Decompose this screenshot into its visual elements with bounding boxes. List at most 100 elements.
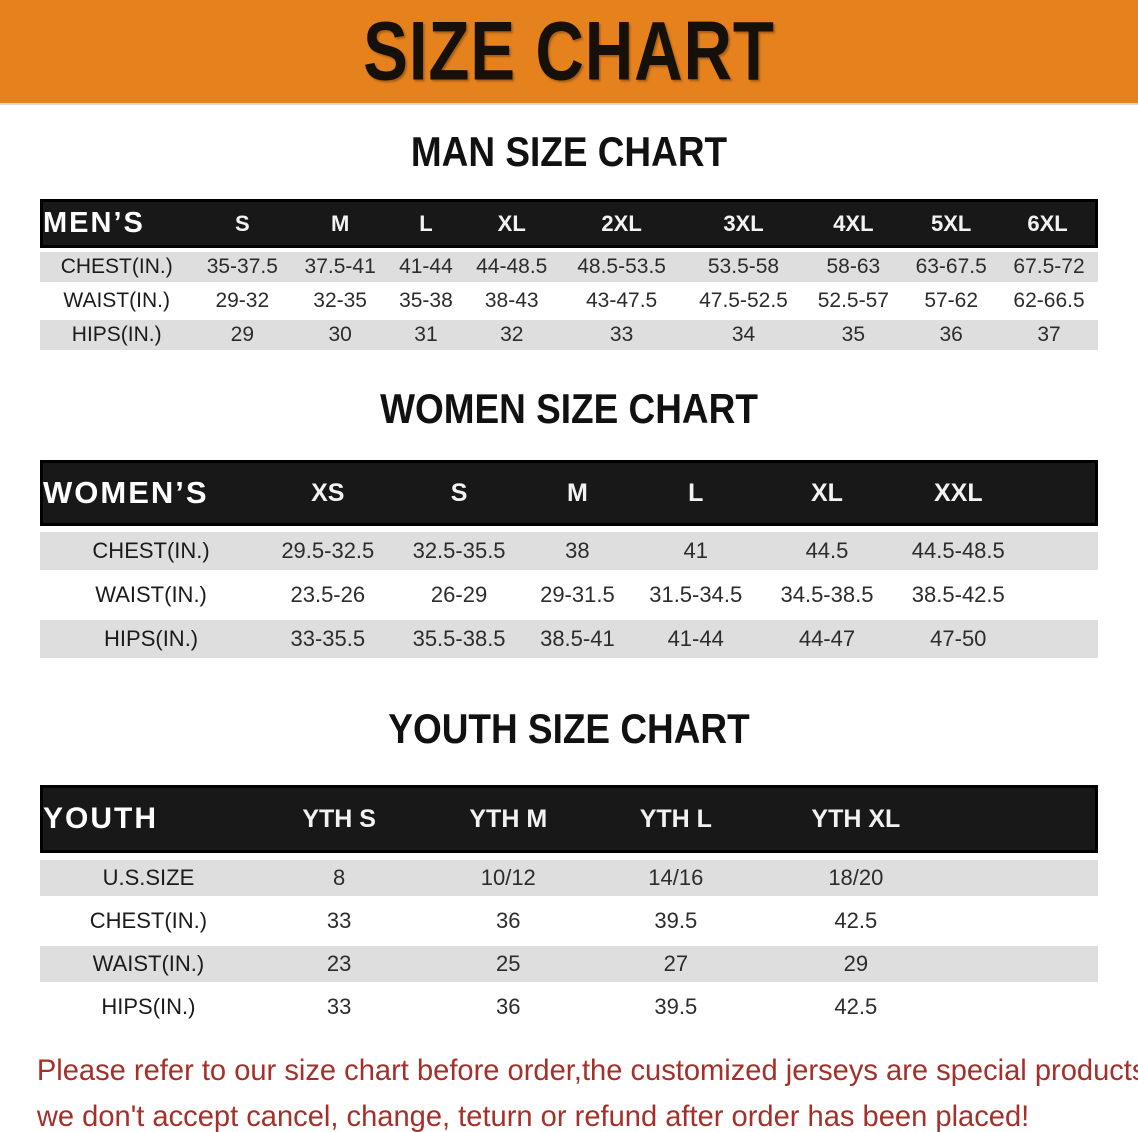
size-column-header: YTH M [421,785,596,853]
size-value-cell: 36 [496,994,521,1019]
size-column-header: S [393,460,525,526]
size-value-cell: 29.5-32.5 [281,538,375,563]
size-value-cell: 53.5-58 [707,255,780,278]
size-value-cell: 35-37.5 [206,255,278,278]
size-value-cell: 36 [496,908,521,933]
size-value-cell: 38.5-42.5 [911,582,1005,607]
size-value-cell: 31 [414,323,438,346]
size-value-cell: 23.5-26 [290,582,366,607]
size-value-cell: 18/20 [828,865,884,890]
row-spacer-cell [955,903,1098,939]
size-value-cell: 30 [328,323,352,346]
table-row: HIPS(IN.) 33-35.5 35.5-38.5 38.5-41 41-44 44-… [40,620,1098,658]
size-chart-banner: SIZE CHART [0,0,1138,105]
size-value-cell: 29 [843,951,869,976]
size-value-cell: 48.5-53.5 [577,255,666,278]
header-spacer-cell [1023,460,1098,526]
size-column-header: 4XL [804,199,903,248]
size-column-header: XL [761,460,893,526]
header-spacer-cell [955,785,1098,853]
table-header-row: YOUTH YTH S YTH M YTH L YTH XL [40,785,1098,853]
size-value-cell: 63-67.5 [915,255,987,278]
size-value-cell: 25 [496,951,521,976]
size-value-cell: 34.5-38.5 [780,582,874,607]
disclaimer-text: Please refer to our size chart before or… [0,1048,1138,1132]
size-value-cell: 32 [500,323,524,346]
measurement-row-label: CHEST(IN.) [89,908,208,933]
row-spacer-cell [955,989,1098,1025]
size-column-header: YTH S [256,785,422,853]
table-row: WAIST(IN.) 29-32 32-35 35-38 38-43 43-47.5 47.… [40,286,1098,316]
table-group-label: MEN’S [40,199,194,248]
size-value-cell: 37.5-41 [304,255,376,278]
size-value-cell: 33 [609,323,634,346]
size-value-cell: 35-38 [399,289,453,312]
row-spacer-cell [955,946,1098,982]
size-value-cell: 33 [326,908,352,933]
size-value-cell: 38-43 [484,289,539,312]
table-row: WAIST(IN.) 23.5-26 26-29 29-31.5 31.5-34.5 34… [40,576,1098,614]
size-value-cell: 58-63 [826,255,881,278]
size-value-cell: 8 [333,865,346,890]
womens-size-table: WOMEN’S XS S M L XL XXL CHEST(IN.) 29.5-32.5 32.5… [40,454,1098,664]
size-value-cell: 32.5-35.5 [412,538,506,563]
table-row: CHEST(IN.) 35-37.5 37.5-41 41-44 44-48.5 48.5… [40,252,1098,282]
size-value-cell: 31.5-34.5 [649,582,743,607]
size-value-cell: 29-31.5 [540,582,615,607]
size-column-header: M [524,460,631,526]
size-column-header: 6XL [1000,199,1098,248]
measurement-row-label: U.S.SIZE [102,865,195,890]
size-value-cell: 26-29 [430,582,488,607]
size-value-cell: 35.5-38.5 [412,626,506,651]
youth-size-table: YOUTH YTH S YTH M YTH L YTH XL U.S.SIZE 8 10/12… [40,778,1098,1032]
size-value-cell: 38 [565,538,590,563]
size-column-header: 5XL [902,199,1001,248]
measurement-row-label: WAIST(IN.) [92,951,205,976]
size-column-header: L [630,460,762,526]
measurement-row-label: CHEST(IN.) [60,255,173,278]
size-value-cell: 39.5 [654,908,698,933]
table-row: CHEST(IN.) 29.5-32.5 32.5-35.5 38 41 44.5 44.5… [40,532,1098,570]
size-column-header: YTH XL [756,785,956,853]
size-value-cell: 47-50 [930,626,987,651]
size-value-cell: 37 [1037,323,1061,346]
size-value-cell: 23 [326,951,352,976]
table-row: WAIST(IN.) 23 25 27 29 [40,946,1098,982]
mens-size-table: MEN’S S M L XL 2XL 3XL 4XL 5XL 6XL CHEST(IN.) 35-37… [40,195,1098,354]
size-value-cell: 35 [841,323,866,346]
size-value-cell: 44.5 [805,538,849,563]
size-value-cell: 34 [731,323,756,346]
row-spacer-cell [1024,576,1098,614]
measurement-row-label: HIPS(IN.) [104,626,199,651]
table-header-row: WOMEN’S XS S M L XL XXL [40,460,1098,526]
size-value-cell: 27 [663,951,689,976]
size-value-cell: 14/16 [648,865,704,890]
size-column-header: L [389,199,463,248]
size-value-cell: 39.5 [654,994,698,1019]
row-spacer-cell [955,860,1098,896]
size-chart-title: SIZE CHART [363,4,775,98]
size-value-cell: 33-35.5 [290,626,366,651]
size-value-cell: 41-44 [667,626,724,651]
size-value-cell: 41-44 [399,255,453,278]
size-value-cell: 62-66.5 [1013,289,1085,312]
size-column-header: M [291,199,390,248]
size-value-cell: 44-47 [798,626,856,651]
size-column-header: XL [462,199,561,248]
row-spacer-cell [1024,620,1098,658]
table-header-row: MEN’S S M L XL 2XL 3XL 4XL 5XL 6XL [40,199,1098,248]
women-size-chart-heading: WOMEN SIZE CHART [380,385,758,432]
size-value-cell: 44-48.5 [476,255,548,278]
size-value-cell: 67.5-72 [1013,255,1085,278]
size-value-cell: 57-62 [924,289,979,312]
size-value-cell: 38.5-41 [540,626,615,651]
size-value-cell: 42.5 [834,994,878,1019]
size-value-cell: 44.5-48.5 [911,538,1005,563]
size-value-cell: 41 [683,538,708,563]
disclaimer-line-2: we don't accept cancel, change, teturn o… [36,1100,1030,1132]
table-row: HIPS(IN.) 33 36 39.5 42.5 [40,989,1098,1025]
youth-size-chart-heading: YOUTH SIZE CHART [388,705,750,752]
size-value-cell: 29 [230,323,254,346]
disclaimer-line-1: Please refer to our size chart before or… [36,1054,1138,1087]
